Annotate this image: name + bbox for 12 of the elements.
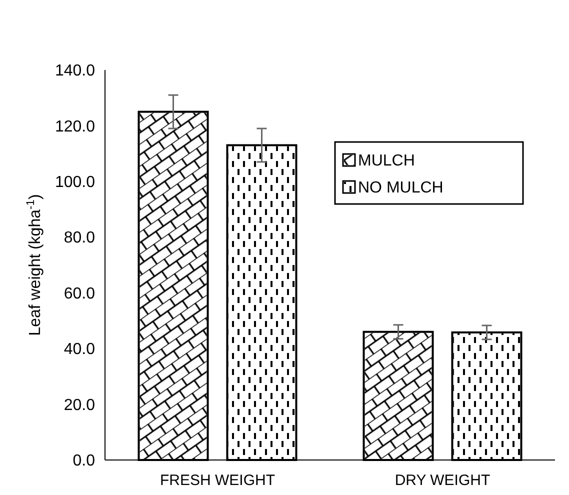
y-tick-label: 0.0: [72, 452, 96, 470]
y-tick-label: 140.0: [54, 62, 96, 80]
legend-label: NO MULCH: [358, 180, 444, 197]
y-tick-label: 40.0: [64, 341, 96, 358]
x-tick-label: FRESH WEIGHT: [160, 472, 275, 489]
y-tick-label: 100.0: [54, 174, 96, 192]
y-tick-label: 60.0: [64, 285, 96, 302]
legend-label: MULCH: [358, 152, 415, 170]
y-tick-label: 120.0: [54, 118, 96, 136]
y-tick-label: 80.0: [64, 230, 96, 247]
x-tick-label: DRY WEIGHT: [394, 472, 490, 489]
y-tick-label: 20.0: [64, 396, 96, 414]
